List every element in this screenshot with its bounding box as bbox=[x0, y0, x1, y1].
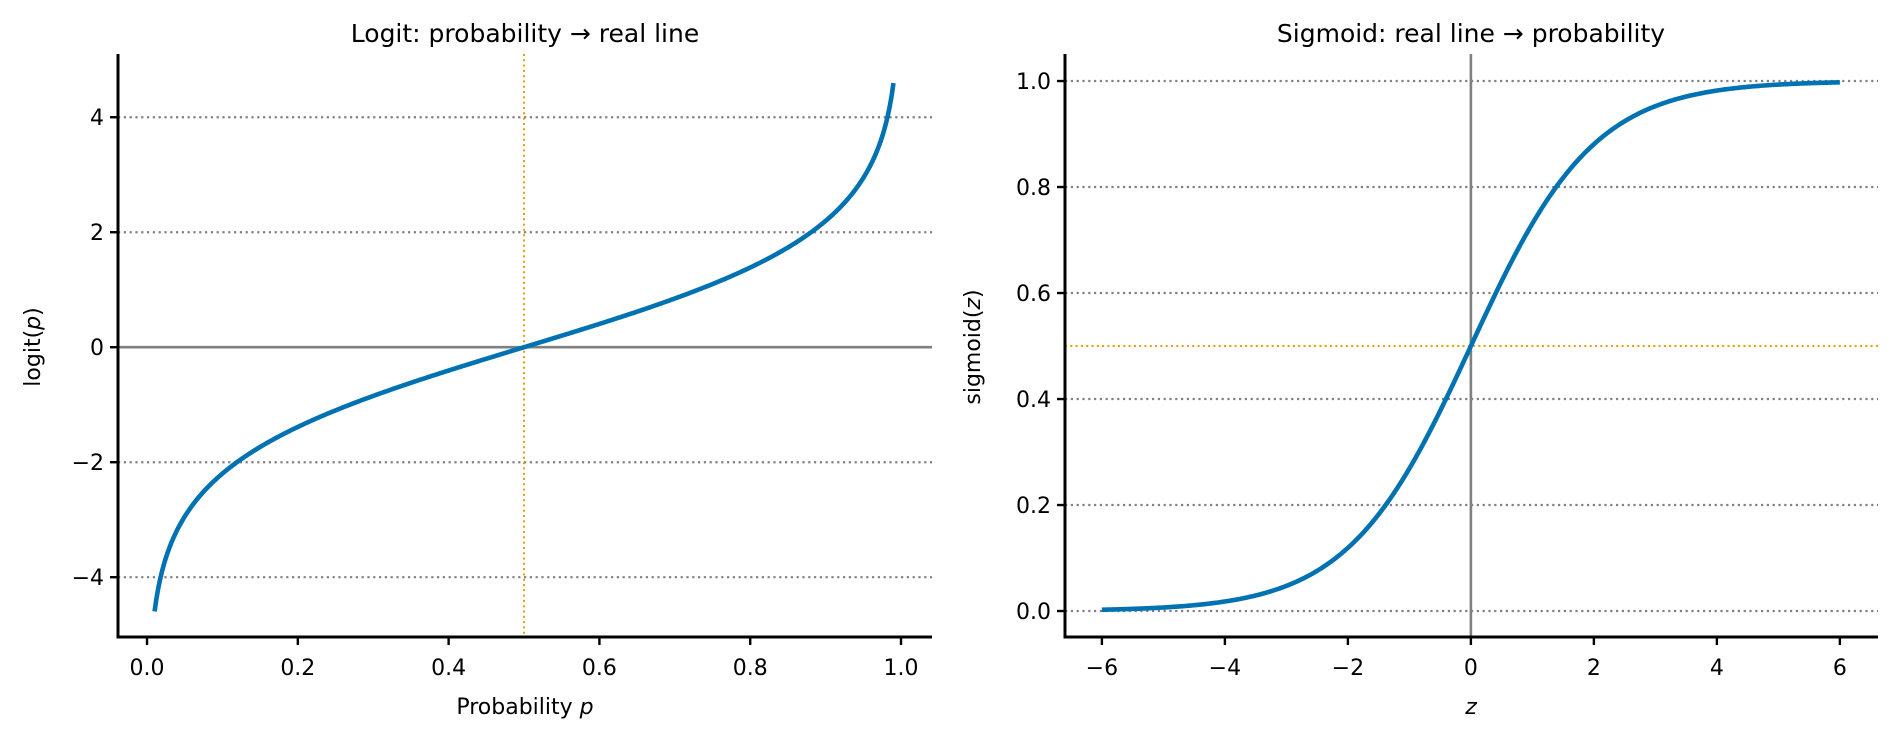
x-tick-label: 0 bbox=[1464, 656, 1478, 681]
sigmoid-curve bbox=[1101, 80, 1840, 613]
x-tick-label: 6 bbox=[1833, 656, 1847, 681]
logit-y-axis-label: logit(p) bbox=[21, 307, 46, 386]
logit-title: Logit: probability → real line bbox=[351, 19, 699, 48]
x-tick-label: −2 bbox=[1332, 656, 1364, 681]
logit-x-axis-label: Probability p bbox=[456, 695, 593, 720]
sigmoid-y-ticks: 0.0 0.2 0.4 0.6 0.8 1.0 bbox=[1016, 70, 1065, 625]
x-tick-label: 0.2 bbox=[280, 656, 315, 681]
x-tick-label: 1.0 bbox=[884, 656, 919, 681]
y-tick-label: 0.2 bbox=[1016, 494, 1051, 519]
x-tick-label: 0.4 bbox=[431, 656, 466, 681]
logit-curve bbox=[152, 82, 896, 612]
y-tick-label: 0.0 bbox=[1016, 600, 1051, 625]
y-tick-label: 0 bbox=[90, 336, 104, 361]
logit-panel: Logit: probability → real line 0.0 0.2 0.4… bbox=[21, 19, 932, 720]
logit-x-ticks: 0.0 0.2 0.4 0.6 0.8 1.0 bbox=[130, 637, 919, 681]
y-tick-label: −2 bbox=[72, 451, 104, 476]
x-tick-label: 0.8 bbox=[733, 656, 768, 681]
x-tick-label: −6 bbox=[1086, 656, 1118, 681]
y-tick-label: 1.0 bbox=[1016, 70, 1051, 95]
x-tick-label: 0.6 bbox=[582, 656, 617, 681]
sigmoid-title: Sigmoid: real line → probability bbox=[1277, 19, 1665, 48]
sigmoid-panel: Sigmoid: real line → probability −6 −4 −2 0… bbox=[961, 19, 1878, 720]
sigmoid-y-axis-label: sigmoid(z) bbox=[961, 289, 986, 404]
x-tick-label: 4 bbox=[1710, 656, 1724, 681]
sigmoid-x-ticks: −6 −4 −2 0 2 4 6 bbox=[1086, 637, 1847, 681]
x-tick-label: −4 bbox=[1209, 656, 1241, 681]
y-tick-label: 0.4 bbox=[1016, 388, 1051, 413]
y-tick-label: 0.6 bbox=[1016, 282, 1051, 307]
x-tick-label: 0.0 bbox=[130, 656, 165, 681]
y-tick-label: −4 bbox=[72, 566, 104, 591]
y-tick-label: 0.8 bbox=[1016, 176, 1051, 201]
y-tick-label: 2 bbox=[90, 221, 104, 246]
x-tick-label: 2 bbox=[1587, 656, 1601, 681]
logit-y-ticks: −4 −2 0 2 4 bbox=[72, 106, 118, 591]
y-tick-label: 4 bbox=[90, 106, 104, 131]
sigmoid-x-axis-label: z bbox=[1464, 695, 1477, 720]
